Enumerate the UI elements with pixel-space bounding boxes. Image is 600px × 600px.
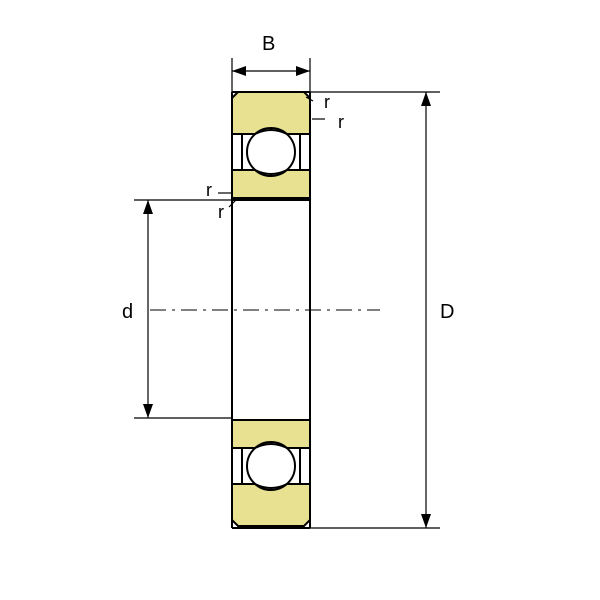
dim-B: B [232, 33, 310, 92]
dim-D: D [310, 92, 454, 528]
label-r: r [324, 92, 330, 112]
label-D: D [440, 301, 454, 323]
callout-r: r [218, 199, 237, 222]
dim-d: d [122, 200, 232, 418]
bearing-body [150, 92, 380, 528]
label-r: r [218, 202, 224, 222]
label-B: B [262, 33, 275, 55]
callout-r: r [312, 112, 344, 132]
bearing-diagram: BDdrrrr [0, 0, 600, 600]
label-d: d [122, 301, 133, 323]
label-r: r [206, 180, 212, 200]
label-r: r [338, 112, 344, 132]
callout-r: r [206, 180, 233, 200]
